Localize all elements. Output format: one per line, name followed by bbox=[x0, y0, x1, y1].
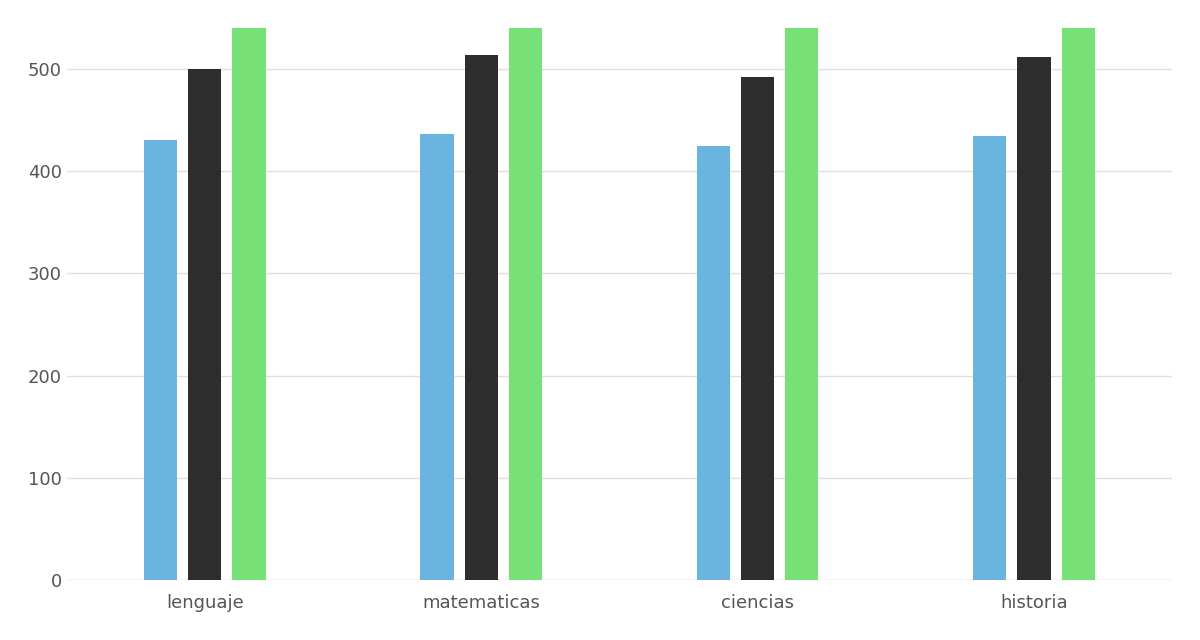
Bar bbox=[697, 147, 730, 580]
Bar bbox=[188, 68, 222, 580]
Bar bbox=[785, 0, 818, 580]
Bar bbox=[144, 140, 178, 580]
Bar bbox=[509, 0, 542, 580]
Bar bbox=[464, 56, 498, 580]
Bar bbox=[233, 0, 265, 580]
Bar bbox=[1062, 0, 1094, 580]
Bar bbox=[1018, 58, 1051, 580]
Bar bbox=[973, 136, 1007, 580]
Bar bbox=[420, 134, 454, 580]
Bar bbox=[742, 77, 774, 580]
